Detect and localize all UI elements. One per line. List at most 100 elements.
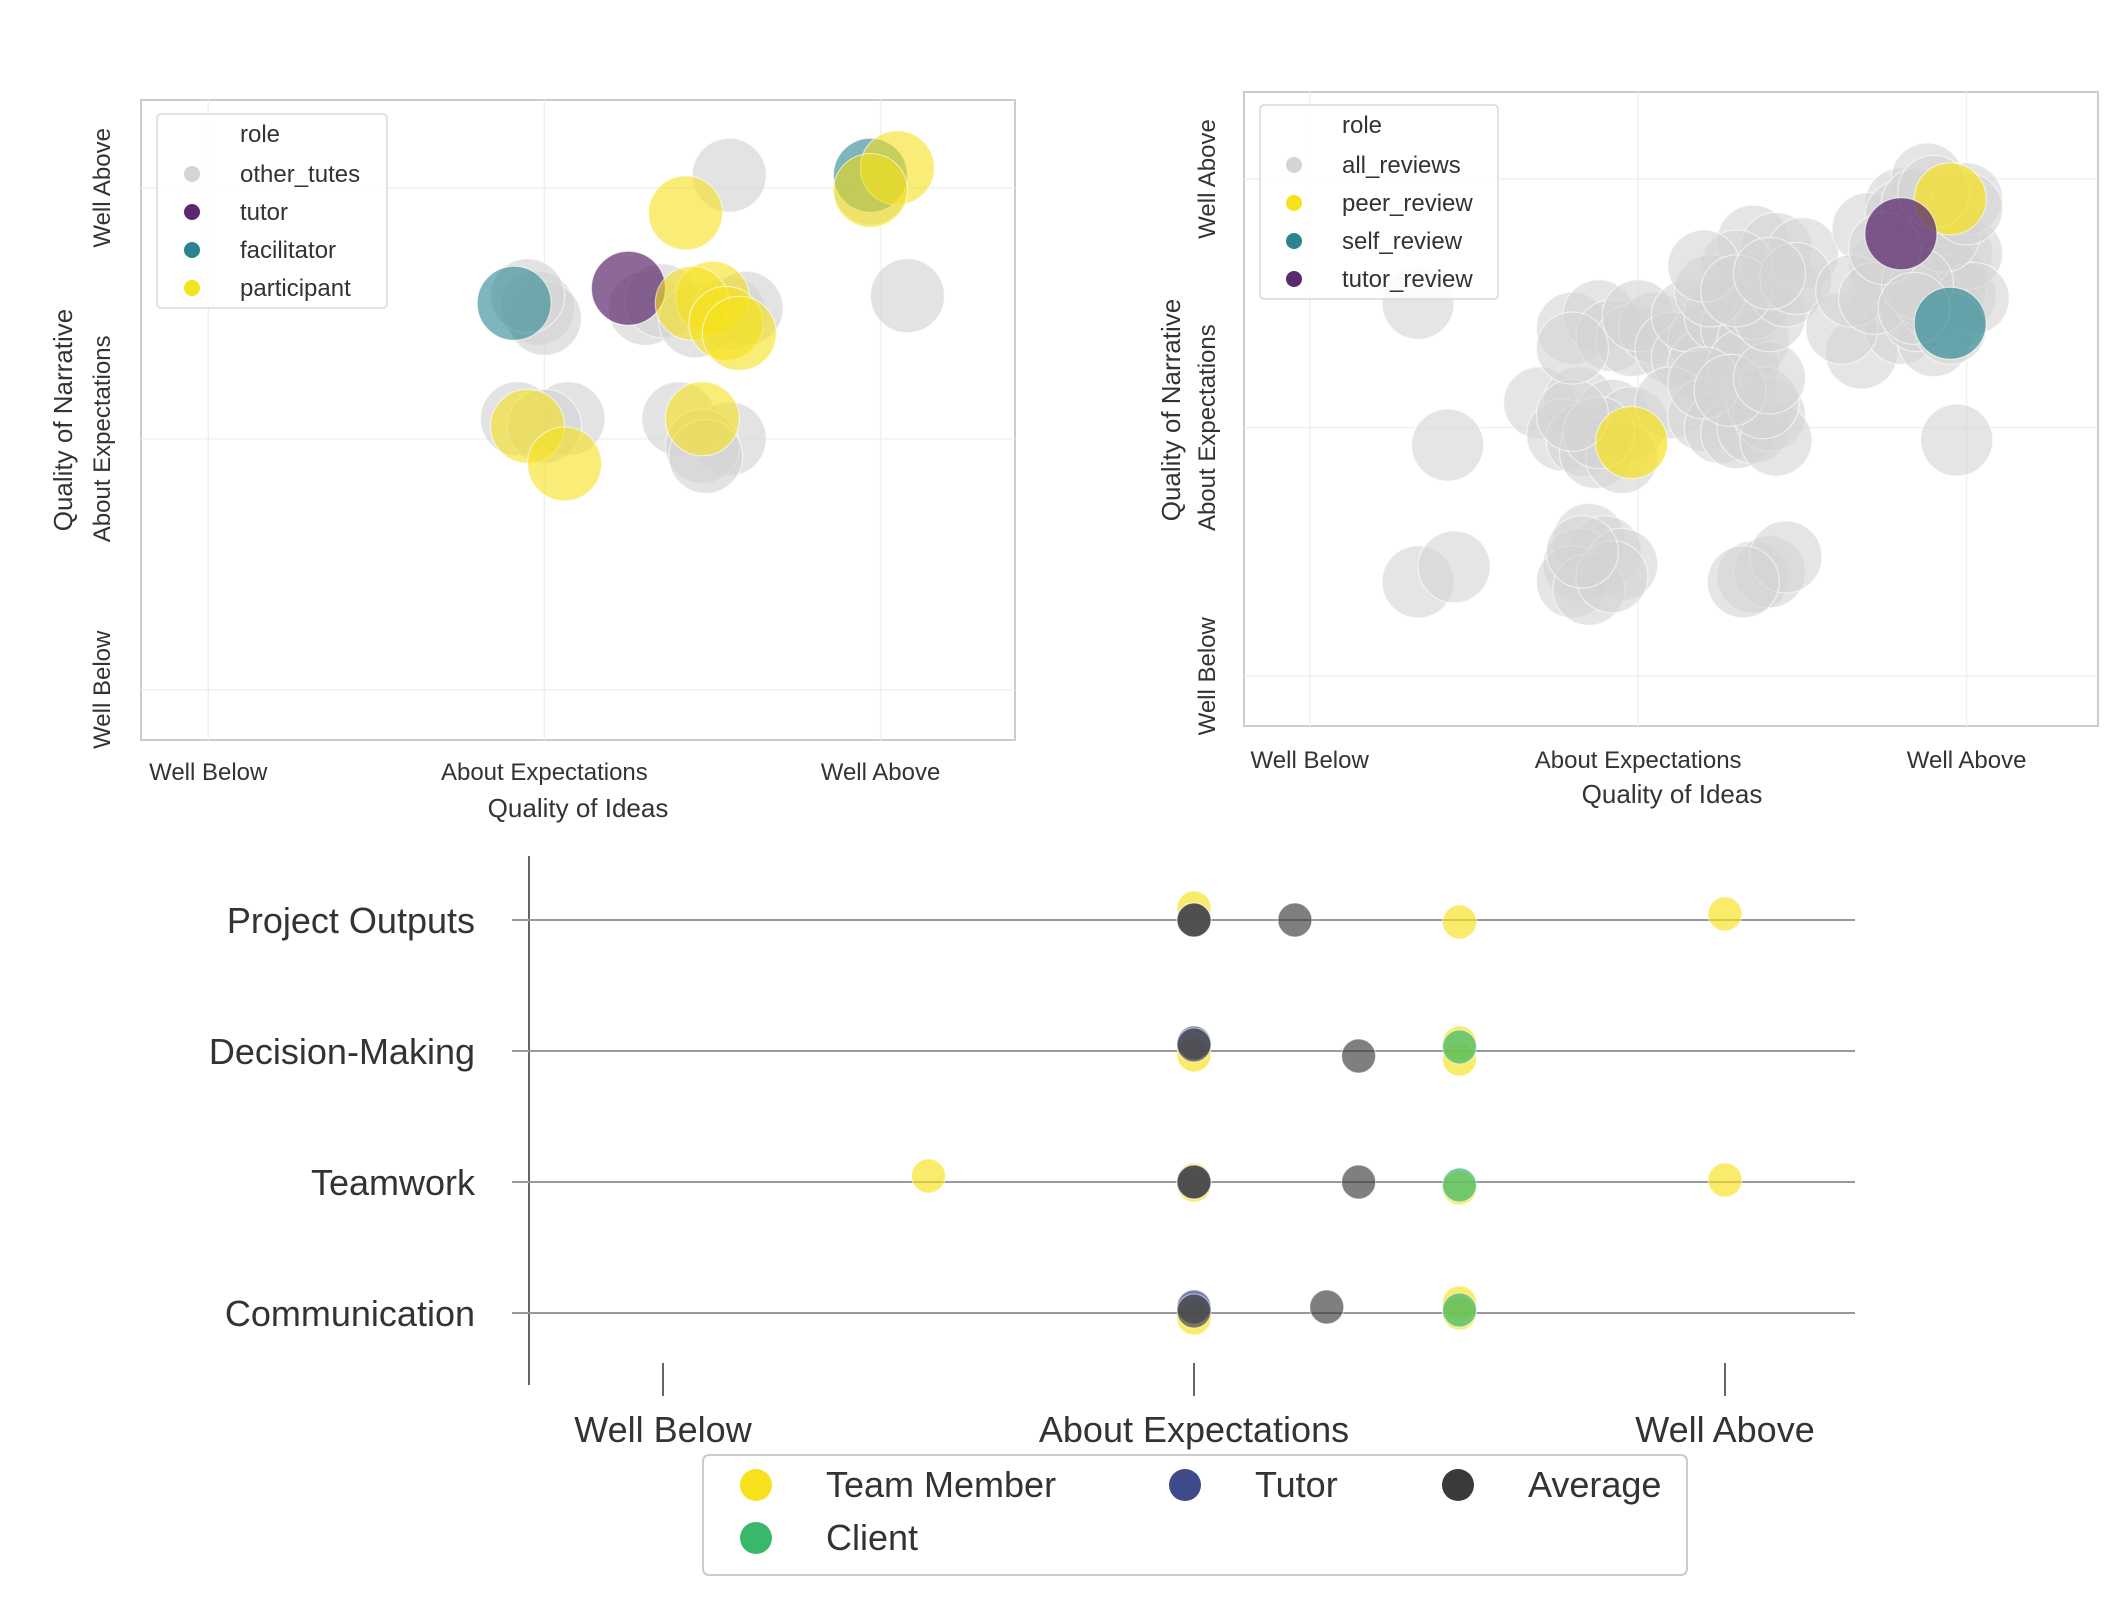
left-x-tick-label: Well Above (821, 759, 941, 786)
left-point-participant (647, 175, 724, 251)
left-legend-label: other_tutes (240, 161, 360, 188)
right-scatter-chart: Well Below About Expectations Well Above W… (1156, 91, 2099, 809)
right-y-tick-label: About Expectations (1194, 324, 1221, 531)
bottom-point-team-member (911, 1158, 946, 1194)
left-point-participant (526, 426, 603, 502)
right-legend-items: all_reviews peer_review self_review tutor_r… (1286, 152, 1473, 293)
right-x-tick-label: Well Below (1251, 747, 1370, 774)
left-legend-swatch (184, 280, 200, 296)
bottom-legend-swatch (740, 1469, 772, 1501)
right-legend: role all_reviews peer_review self_reviewtu… (1259, 104, 1499, 300)
right-point-all_reviews (1920, 403, 1994, 477)
bottom-points (911, 890, 1743, 1336)
bottom-x-ticks: Well Below About Expectations Well Above (574, 1363, 1815, 1450)
left-y-tick-label: About Expectations (89, 335, 116, 542)
right-x-tick-labels: Well Below About Expectations Well Above (1251, 747, 2027, 774)
right-point-self_review (1913, 286, 1987, 360)
bottom-x-tick-label: Well Above (1635, 1409, 1814, 1450)
left-point-participant (832, 152, 909, 228)
bottom-point-team-member (1707, 1162, 1743, 1198)
bottom-point-average (1176, 902, 1212, 938)
left-scatter-chart: Well Below About Expectations Well Above W… (48, 99, 1016, 823)
right-x-tick-label: Well Above (1907, 747, 2027, 774)
right-legend-label: all_reviews (1342, 152, 1461, 179)
right-y-axis-label: Quality of Narrative (1156, 299, 1186, 522)
left-legend-swatch (184, 242, 200, 258)
left-x-tick-label: About Expectations (441, 759, 648, 786)
bottom-legend-swatch (1169, 1469, 1201, 1501)
left-legend-title: role (240, 121, 280, 148)
bottom-point-client (1442, 1167, 1477, 1203)
bottom-x-tick-label: About Expectations (1039, 1409, 1349, 1450)
bottom-point-client (1442, 1029, 1477, 1065)
right-point-all_reviews (1706, 545, 1780, 619)
left-y-axis-label: Quality of Narrative (48, 309, 78, 532)
bottom-legend-label: Client (826, 1517, 918, 1558)
bottom-legend-label: Tutor (1255, 1464, 1338, 1505)
right-legend-swatch (1286, 271, 1302, 287)
left-legend-swatch (184, 204, 200, 220)
left-legend-swatch (184, 166, 200, 182)
right-y-tick-labels: Well Below About Expectations Well Above (1194, 119, 1221, 735)
right-legend-label: peer_review (1342, 190, 1473, 217)
bottom-point-average (1176, 1293, 1212, 1329)
right-legend-label: tutor_review (1342, 266, 1473, 293)
left-legend-label: facilitator (240, 237, 336, 264)
left-y-tick-labels: Well Below About Expectations Well Above (89, 128, 116, 749)
bottom-legend-items: Team Member Tutor Average Client (740, 1464, 1661, 1558)
bottom-legend-label: Team Member (826, 1464, 1056, 1505)
right-legend-swatch (1286, 195, 1302, 211)
left-legend-label: tutor (240, 199, 288, 226)
right-x-axis-label: Quality of Ideas (1582, 779, 1763, 809)
right-point-all_reviews (1732, 236, 1807, 311)
left-legend-label: participant (240, 275, 351, 302)
bottom-x-tick-label: Well Below (574, 1409, 752, 1450)
right-point-all_reviews (1732, 341, 1807, 415)
right-x-tick-label: About Expectations (1535, 747, 1742, 774)
right-point-all_reviews (1417, 530, 1491, 604)
bottom-category-label: Decision-Making (209, 1031, 475, 1072)
left-x-tick-label: Well Below (149, 759, 268, 786)
left-y-tick-label: Well Below (89, 630, 116, 749)
bottom-legend-swatch (1442, 1469, 1474, 1501)
left-y-tick-label: Well Above (89, 128, 116, 248)
bottom-legend: Team Member Tutor Average Client (702, 1454, 1688, 1576)
bottom-legend-label: Average (1528, 1464, 1661, 1505)
right-legend-label: self_review (1342, 228, 1463, 255)
bottom-point-average (1277, 902, 1313, 938)
right-point-tutor_review (1864, 197, 1938, 271)
right-y-tick-label: Well Above (1194, 119, 1221, 239)
bottom-strip-chart: Project Outputs Decision-Making Teamwork Co… (209, 856, 1855, 1576)
bottom-category-label: Teamwork (311, 1162, 476, 1203)
bottom-legend-box (702, 1454, 1688, 1576)
left-point-other_tutes (869, 258, 946, 334)
right-point-all_reviews (1545, 515, 1619, 589)
right-legend-swatch (1286, 233, 1302, 249)
left-x-tick-labels: Well Below About Expectations Well Above (149, 759, 940, 786)
right-legend-swatch (1286, 157, 1302, 173)
right-legend-box (1259, 104, 1499, 300)
right-point-all_reviews (1535, 311, 1610, 385)
left-point-tutor (590, 250, 667, 326)
right-point-peer_review (1594, 405, 1669, 480)
bottom-point-team-member (1707, 896, 1743, 932)
right-point-all_reviews (1411, 408, 1485, 482)
right-y-tick-label: Well Below (1194, 616, 1221, 735)
bottom-point-average (1341, 1164, 1377, 1200)
bottom-point-team-member (1442, 904, 1477, 940)
bottom-point-average (1341, 1038, 1377, 1074)
left-point-facilitator (476, 265, 552, 341)
left-point-participant (664, 381, 740, 457)
bottom-point-client (1442, 1292, 1477, 1328)
bottom-legend-swatch (740, 1522, 772, 1554)
right-legend-title: role (1342, 112, 1382, 139)
left-legend-box (156, 113, 388, 309)
bottom-point-average (1309, 1289, 1345, 1325)
left-points (476, 130, 946, 502)
bottom-point-average (1176, 1027, 1212, 1063)
bottom-point-average (1176, 1164, 1212, 1200)
left-point-participant (701, 295, 777, 372)
